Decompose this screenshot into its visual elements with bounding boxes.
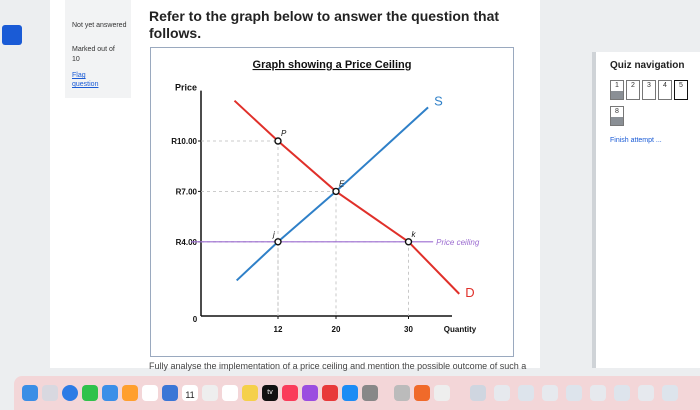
news-icon[interactable] <box>322 385 338 401</box>
point-label: j <box>272 230 275 239</box>
nav-button[interactable]: 3 <box>642 80 656 100</box>
nav-button-label: 3 <box>647 82 651 89</box>
series-label: Price ceiling <box>436 238 480 247</box>
point <box>404 238 413 246</box>
point <box>274 238 282 246</box>
calendar-icon[interactable]: 11 <box>182 385 198 401</box>
flag-link[interactable]: Flag question <box>72 72 99 88</box>
app-icon[interactable] <box>394 385 410 401</box>
launchpad-icon[interactable] <box>42 385 58 401</box>
series-line <box>233 99 460 295</box>
y-tick-label: R10.00 <box>171 137 197 146</box>
x-tick-label: 30 <box>404 325 413 334</box>
y-tick-label: R7.00 <box>176 187 198 196</box>
marked-label: Marked out of <box>72 46 115 53</box>
series-label: S <box>434 93 443 108</box>
window-thumb[interactable] <box>566 385 582 401</box>
x-tick-label: 20 <box>332 325 341 334</box>
nav-title: Quiz navigation <box>610 60 685 71</box>
point <box>274 137 282 145</box>
window-thumb[interactable] <box>638 385 654 401</box>
contacts-icon[interactable] <box>202 385 218 401</box>
window-thumb[interactable] <box>662 385 678 401</box>
app-icon[interactable] <box>414 385 430 401</box>
appstore-icon[interactable] <box>342 385 358 401</box>
left-bar <box>0 0 28 368</box>
answered-bar <box>611 117 623 125</box>
mail-icon[interactable] <box>102 385 118 401</box>
chart: Graph showing a Price Ceiling Price Quant… <box>171 59 480 334</box>
x-tick-label: 12 <box>274 325 283 334</box>
nav-button-label: 4 <box>663 82 667 89</box>
maps-icon[interactable] <box>122 385 138 401</box>
settings-icon[interactable] <box>362 385 378 401</box>
question-text: Refer to the graph below to answer the q… <box>149 8 500 41</box>
point-label: E <box>339 179 345 188</box>
window-thumb[interactable] <box>542 385 558 401</box>
messages-icon[interactable] <box>82 385 98 401</box>
origin-label: 0 <box>193 315 198 324</box>
reminders-icon[interactable] <box>222 385 238 401</box>
status: Not yet answered <box>72 22 127 29</box>
x-axis-label: Quantity <box>444 325 477 334</box>
window-thumb[interactable] <box>494 385 510 401</box>
app-icon[interactable] <box>434 385 450 401</box>
nav-button-label: 1 <box>615 82 619 89</box>
point-label: k <box>412 230 417 239</box>
y-tick-label: R4.00 <box>176 238 198 247</box>
dock: 11 tv <box>14 376 700 410</box>
photos-icon[interactable] <box>142 385 158 401</box>
series-line <box>235 106 429 282</box>
window-thumb[interactable] <box>614 385 630 401</box>
finish-link[interactable]: Finish attempt ... <box>610 137 662 144</box>
safari-icon[interactable] <box>62 385 78 401</box>
nav-button[interactable]: 2 <box>626 80 640 100</box>
nav-button-label: 2 <box>631 82 635 89</box>
nav-button[interactable]: 5 <box>674 80 688 100</box>
window-thumb[interactable] <box>590 385 606 401</box>
series-label: D <box>465 285 474 300</box>
point <box>332 187 340 196</box>
drawer-button[interactable] <box>2 25 22 45</box>
finder-icon[interactable] <box>22 385 38 401</box>
answered-bar <box>611 91 623 99</box>
notes-icon[interactable] <box>242 385 258 401</box>
question-info: Not yet answered Marked out of 10 Flag q… <box>65 0 131 98</box>
graph-box: Graph showing a Price Ceiling Price Quant… <box>150 47 514 357</box>
nav-button[interactable]: 1 <box>610 80 624 100</box>
nav-button[interactable]: 8 <box>610 106 624 126</box>
next-question-text: Fully analyse the implementation of a pr… <box>149 361 527 371</box>
window-thumb[interactable] <box>470 385 486 401</box>
quiz-navigation: Quiz navigation 1 2 3 4 5 8 Finish attempt ..… <box>592 52 700 368</box>
nav-button-label: 8 <box>615 108 619 115</box>
chart-title: Graph showing a Price Ceiling <box>253 59 412 71</box>
tv-icon[interactable]: tv <box>262 385 278 401</box>
y-axis-label: Price <box>175 83 197 93</box>
music-icon[interactable] <box>282 385 298 401</box>
podcasts-icon[interactable] <box>302 385 318 401</box>
point-label: P <box>281 129 287 138</box>
window-thumb[interactable] <box>518 385 534 401</box>
nav-button-label: 5 <box>679 82 683 89</box>
nav-button[interactable]: 4 <box>658 80 672 100</box>
facetime-icon[interactable] <box>162 385 178 401</box>
mark: 10 <box>72 56 80 63</box>
